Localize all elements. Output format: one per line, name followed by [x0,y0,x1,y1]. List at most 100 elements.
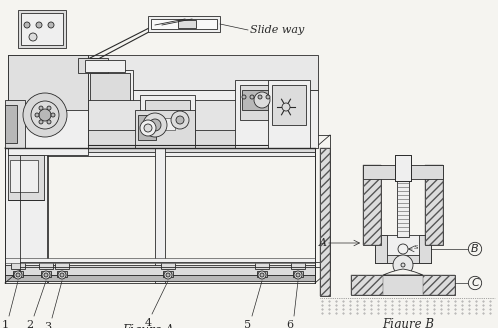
Circle shape [260,273,264,277]
Bar [397,165,409,237]
Bar [10,160,38,192]
Bar [18,10,66,48]
Bar [8,90,318,148]
Bar [320,148,330,296]
Circle shape [242,95,246,99]
Circle shape [48,22,54,28]
Bar [363,165,381,245]
Bar [8,55,88,110]
Text: Figure A: Figure A [122,324,174,328]
Bar [375,255,431,263]
Text: 2: 2 [26,320,33,328]
Circle shape [282,103,290,111]
Circle shape [149,119,161,131]
Bar [419,235,431,263]
Circle shape [35,113,39,117]
Bar [11,261,25,269]
Bar [140,95,195,145]
Text: Slide way: Slide way [250,25,304,35]
Bar [90,73,130,101]
Circle shape [51,113,55,117]
Bar [8,155,44,200]
Circle shape [393,255,413,275]
Circle shape [36,22,42,28]
Bar [145,100,190,130]
Bar [375,235,387,263]
Bar [8,55,88,155]
Bar [88,100,268,148]
Circle shape [398,244,408,254]
Bar [351,275,455,295]
Bar [272,85,306,125]
Circle shape [296,273,300,277]
Bar [257,271,267,277]
Bar [78,58,108,73]
Circle shape [60,273,64,277]
Bar [5,148,315,156]
Bar [242,90,283,110]
Circle shape [39,106,43,110]
Bar [39,261,53,269]
Bar [5,148,47,283]
Bar [57,271,67,277]
Text: 1: 1 [1,320,8,328]
Circle shape [143,113,167,137]
Bar [395,155,411,181]
Circle shape [164,271,172,279]
Text: 6: 6 [286,320,293,328]
Circle shape [401,263,405,267]
Circle shape [250,95,254,99]
Bar [21,13,63,45]
Circle shape [23,93,67,137]
Bar [85,60,125,72]
Bar [375,235,431,263]
Circle shape [39,120,43,124]
Circle shape [140,120,156,136]
Circle shape [47,120,51,124]
Bar [320,148,330,296]
Bar [55,261,69,269]
Bar [41,271,51,277]
Circle shape [258,95,262,99]
Text: A: A [319,238,327,248]
Bar [13,271,23,277]
Circle shape [254,92,270,108]
Circle shape [42,271,50,279]
Polygon shape [383,269,423,275]
Bar [5,275,315,281]
Bar [291,261,305,269]
Text: s: s [413,243,417,251]
Bar [363,165,443,179]
Circle shape [294,271,302,279]
Bar [160,118,175,130]
Bar [135,110,195,148]
Bar [8,55,318,90]
Bar [363,165,381,245]
Bar [5,148,315,152]
Bar [423,275,455,295]
Circle shape [58,271,66,279]
Circle shape [171,111,189,129]
Bar [5,100,25,148]
Bar [425,165,443,245]
Circle shape [39,109,51,121]
Text: Figure B: Figure B [382,318,434,328]
Bar [138,115,156,140]
Bar [88,130,268,148]
Text: 5: 5 [245,320,251,328]
Bar [5,105,17,143]
Bar [148,16,220,32]
Circle shape [31,101,59,129]
Bar [88,70,133,148]
Bar [163,271,173,277]
Circle shape [47,106,51,110]
Circle shape [144,124,152,132]
Bar [351,275,383,295]
Text: 4: 4 [144,318,151,328]
Bar [5,258,315,263]
Text: C: C [471,278,479,288]
Circle shape [16,273,20,277]
Circle shape [266,95,270,99]
Circle shape [176,116,184,124]
Bar [425,165,443,245]
